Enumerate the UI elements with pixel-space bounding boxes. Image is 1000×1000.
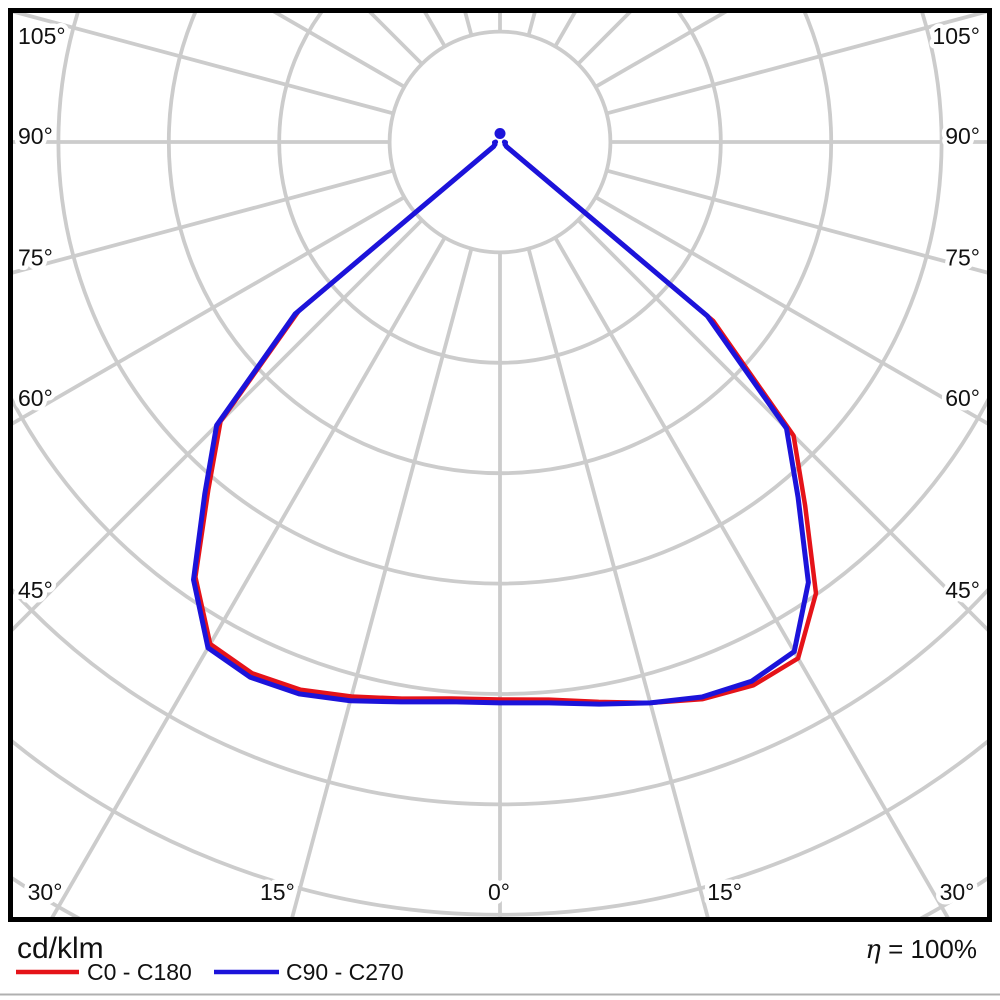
curve-c0-c180 [193,139,819,706]
curve-c90-c270 [191,139,811,707]
grid-radial-line [13,168,394,275]
legend-item: C0 - C180 [16,959,192,985]
grid-ring [387,29,613,255]
angle-label: 105° [18,23,66,49]
efficiency-value: η = 100% [865,934,977,965]
angle-label: 45° [945,577,980,603]
grid-radial-line [423,13,447,48]
pole-marker-dot [494,128,506,139]
angle-label: 60° [945,385,980,411]
distribution-curves [191,128,819,707]
angle-label: 90° [18,123,53,149]
grid-radial-line [13,195,406,426]
angle-labels: 105° 105° 90° 90° 75° 75° 60° 60° 45° 45° 30° 30° 15… [14,19,985,910]
grid-radial-line [594,195,987,426]
grid-radial-line [553,236,951,919]
grid-radial-line [526,248,711,919]
angle-label: 45° [18,577,53,603]
grid-radial-line [49,236,447,919]
plot-frame [8,8,992,922]
grid-radial-line [606,168,987,275]
angle-label: 90° [945,123,980,149]
angle-label: 0° [488,879,510,905]
angle-label: 105° [932,23,980,49]
angle-label: 30° [940,879,975,905]
legend-item: C90 - C270 [214,959,404,985]
angle-label: 30° [28,879,63,905]
angle-label: 75° [18,245,53,271]
legend-label: C0 - C180 [87,959,192,985]
grid-radial-line [13,13,394,116]
grid-radial-line [606,13,987,116]
angle-label: 60° [18,385,53,411]
grid-radial-line [289,248,474,919]
grid-radial-line [13,218,424,632]
angle-label: 15° [707,879,742,905]
legend-label: C90 - C270 [286,959,404,985]
units-label: cd/klm [17,932,104,965]
grid-radial-line [576,218,987,632]
angle-label: 75° [945,245,980,271]
angle-label: 15° [260,879,295,905]
